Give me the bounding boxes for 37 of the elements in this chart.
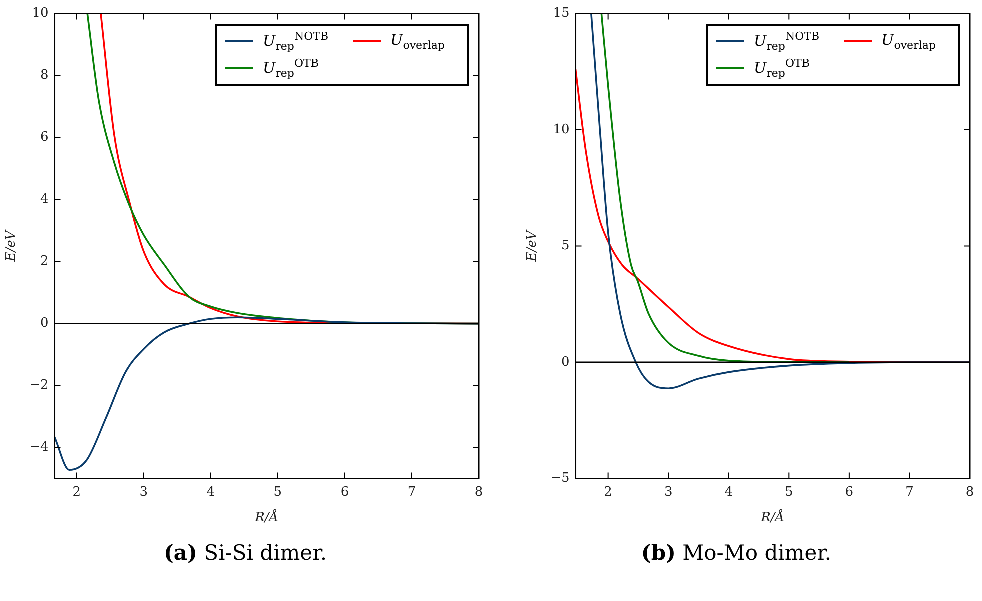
y-tick-label: 15 (553, 6, 570, 22)
x-tick-label: 5 (785, 484, 794, 500)
legend-label: U$_{overlap}$ (882, 30, 936, 52)
y-axis-title: E/eV (525, 229, 540, 263)
y-tick-label: −4 (30, 440, 49, 456)
x-tick-label: 5 (274, 484, 282, 500)
x-tick-label: 4 (206, 484, 216, 500)
y-tick-label: 8 (40, 68, 49, 84)
x-tick-label: 2 (72, 484, 82, 500)
y-tick-label: −5 (550, 471, 570, 486)
x-axis-title: R/Å (254, 508, 279, 526)
x-tick-label: 7 (906, 484, 914, 500)
x-tick-label: 3 (664, 484, 673, 500)
y-tick-label: −2 (30, 378, 49, 394)
x-axis-title: R/Å (760, 508, 785, 526)
y-tick-label: 2 (40, 254, 49, 270)
y-tick-label: 6 (40, 130, 49, 146)
x-tick-label: 3 (140, 484, 148, 500)
x-tick-label: 4 (724, 484, 734, 500)
line-series (600, 14, 850, 364)
line-series (590, 14, 970, 390)
y-tick-label: 10 (32, 6, 49, 22)
text: (b) Mo-Mo dimer. (640, 540, 833, 565)
y-tick-label: 4 (40, 192, 49, 208)
x-tick-label: 6 (340, 484, 350, 500)
text: (a) Si-Si dimer. (162, 540, 328, 565)
x-tick-label: 2 (604, 484, 612, 500)
legend-label: U$_{overlap}$ (390, 30, 445, 52)
y-tick-label: 0 (561, 354, 570, 370)
x-tick-label: 8 (474, 484, 484, 500)
y-tick-label: 0 (40, 316, 49, 332)
y-tick-label: 10 (553, 122, 570, 138)
y-axis-title: E/eV (4, 229, 20, 263)
x-tick-label: 7 (408, 484, 416, 500)
y-tick-label: 5 (561, 238, 570, 254)
x-tick-label: 8 (966, 484, 974, 500)
x-tick-label: 6 (845, 484, 854, 500)
